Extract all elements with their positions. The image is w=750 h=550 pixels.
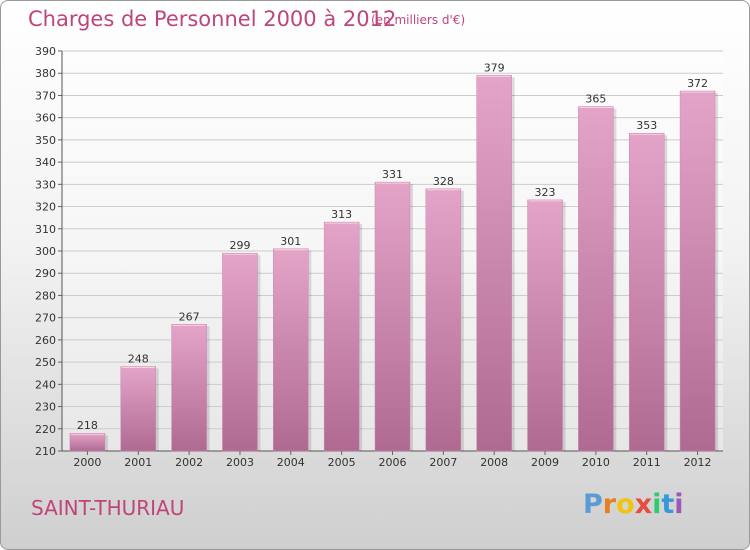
data-label: 372: [687, 77, 708, 90]
data-label: 331: [382, 168, 403, 181]
bar-2011: [628, 132, 665, 452]
y-tick-label: 270: [35, 312, 56, 325]
y-tick-label: 220: [35, 423, 56, 436]
bar-2006: [374, 181, 411, 452]
y-tick-label: 260: [35, 334, 56, 347]
bars-layer: [69, 75, 719, 452]
x-tick-label: 2000: [73, 456, 101, 469]
y-tick-label: 280: [35, 289, 56, 302]
data-label: 267: [179, 310, 200, 323]
x-tick-label: 2004: [277, 456, 305, 469]
logo-letter: r: [602, 489, 617, 520]
y-tick-label: 330: [35, 178, 56, 191]
data-label: 218: [77, 419, 98, 432]
data-label: 323: [535, 186, 556, 199]
data-label: 313: [331, 208, 352, 221]
bar-2003: [222, 252, 258, 452]
y-tick-label: 300: [35, 245, 56, 258]
y-tick-label: 360: [35, 112, 56, 125]
logo-letter: o: [616, 489, 635, 520]
data-label: 365: [585, 93, 606, 106]
logo-letter: t: [661, 489, 675, 520]
y-tick-label: 320: [35, 201, 56, 214]
data-label: 299: [229, 239, 250, 252]
logo-letter: i: [674, 489, 684, 520]
x-tick-label: 2009: [531, 456, 559, 469]
bar-2004: [273, 248, 309, 452]
bar-2005: [323, 221, 360, 452]
x-tick-label: 2005: [328, 456, 356, 469]
bar-2012: [679, 90, 716, 452]
x-tick-label: 2012: [684, 456, 712, 469]
y-tick-label: 250: [35, 356, 56, 369]
x-tick-label: 2002: [175, 456, 203, 469]
y-tick-label: 370: [35, 89, 56, 102]
data-label: 379: [484, 61, 505, 74]
chart-title: Charges de Personnel 2000 à 2012: [28, 7, 397, 31]
y-tick-label: 380: [35, 67, 56, 80]
y-tick-label: 290: [35, 267, 56, 280]
data-label: 248: [128, 353, 149, 366]
logo-letter: x: [634, 489, 653, 520]
bar-2000: [69, 432, 106, 452]
x-tick-label: 2010: [582, 456, 610, 469]
y-tick-label: 210: [35, 445, 56, 458]
y-tick-label: 230: [35, 401, 56, 414]
x-tick-label: 2007: [429, 456, 457, 469]
y-tick-label: 310: [35, 223, 56, 236]
bar-2007: [425, 188, 462, 452]
bar-2001: [120, 366, 157, 452]
x-tick-label: 2006: [379, 456, 407, 469]
x-tick-label: 2011: [633, 456, 661, 469]
commune-name: SAINT-THURIAU: [31, 496, 185, 520]
data-label: 301: [280, 235, 301, 248]
y-tick-label: 350: [35, 134, 56, 147]
logo-letter: i: [652, 489, 662, 520]
x-tick-label: 2008: [480, 456, 508, 469]
data-label: 353: [636, 119, 657, 132]
y-tick-label: 240: [35, 378, 56, 391]
x-tick-label: 2001: [124, 456, 152, 469]
bar-2009: [527, 199, 563, 452]
data-label: 328: [433, 175, 454, 188]
labels-layer: 218 2000 248 2001 267 2002 299 2003 301 2004 313 20…: [73, 61, 711, 469]
bar-2010: [578, 106, 614, 452]
y-tick-label: 340: [35, 156, 56, 169]
x-tick-label: 2003: [226, 456, 254, 469]
y-tick-label: 390: [35, 45, 56, 58]
bar-2002: [171, 324, 207, 452]
proxiti-logo[interactable]: Proxiti: [583, 489, 684, 520]
bar-2008: [476, 75, 512, 452]
chart-subtitle: (en milliers d'€): [371, 13, 466, 27]
logo-letter: P: [583, 489, 603, 520]
